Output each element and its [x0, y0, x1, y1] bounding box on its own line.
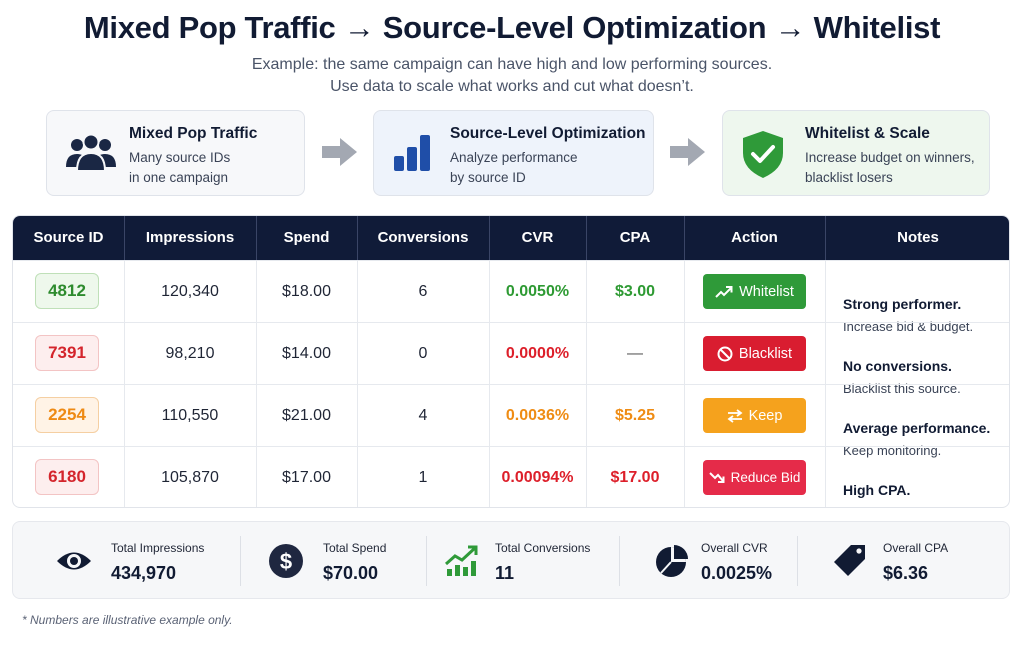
- summary-value: $6.36: [883, 563, 929, 583]
- step-description: Many source IDs: [129, 150, 231, 165]
- swap-arrows-icon: [727, 408, 743, 423]
- summary-overall-cpa: Overall CPA $6.36: [831, 522, 981, 600]
- column-header-notes: Notes: [897, 229, 939, 246]
- cvr-cell: 0.00094%: [501, 469, 574, 486]
- reduce-bid-button[interactable]: Reduce Bid: [703, 460, 806, 495]
- cpa-cell: $3.00: [614, 283, 656, 300]
- action-label: Blacklist: [738, 345, 793, 362]
- summary-label: Total Conversions: [495, 541, 591, 555]
- trend-up-icon: [443, 542, 481, 580]
- price-tag-icon: [831, 542, 869, 580]
- conversions-cell: 1: [418, 469, 428, 486]
- footnote: * Numbers are illustrative example only.: [22, 613, 233, 627]
- action-label: Reduce Bid: [730, 469, 801, 485]
- note-title: No conversions.: [843, 358, 952, 374]
- conversions-cell: 6: [418, 283, 428, 300]
- conversions-cell: 0: [418, 345, 428, 362]
- subtitle-line-2: Use data to scale what works and cut wha…: [330, 78, 694, 95]
- summary-value: $70.00: [323, 563, 379, 583]
- whitelist-button[interactable]: Whitelist: [703, 274, 806, 309]
- spend-cell: $21.00: [282, 407, 331, 424]
- cpa-cell: —: [627, 345, 643, 362]
- arrow-right-icon: [668, 133, 708, 171]
- cvr-cell: 0.0050%: [505, 283, 570, 300]
- summary-total-impressions: Total Impressions 434,970: [55, 522, 235, 600]
- note-title: High CPA.: [843, 482, 911, 498]
- cvr-cell: 0.0036%: [505, 407, 570, 424]
- step-description: Increase budget on winners,: [805, 150, 975, 165]
- summary-label: Overall CVR: [701, 541, 768, 555]
- bar-chart-icon: [390, 131, 442, 175]
- spend-cell: $18.00: [282, 283, 331, 300]
- action-label: Whitelist: [739, 283, 794, 300]
- page-subtitle: Example: the same campaign can have high…: [0, 54, 1024, 98]
- column-header-source-id: Source ID: [33, 229, 104, 246]
- source-performance-table: Source ID Impressions Spend Conversions …: [12, 215, 1010, 508]
- step-card-whitelist-scale: Whitelist & Scale Increase budget on win…: [722, 110, 990, 196]
- source-id-badge: 6180: [35, 459, 99, 495]
- spend-cell: $17.00: [282, 469, 331, 486]
- note-title: Strong performer.: [843, 296, 962, 312]
- table-row[interactable]: 4812 120,340 $18.00 6 0.0050% $3.00 Whit…: [13, 260, 1009, 334]
- users-icon: [65, 131, 117, 175]
- summary-bar: Total Impressions 434,970 $ Total Spend …: [12, 521, 1010, 599]
- table-row[interactable]: 2254 110,550 $21.00 4 0.0036% $5.25 Keep…: [13, 384, 1009, 458]
- summary-value: 11: [495, 563, 515, 583]
- dollar-coin-icon: $: [267, 542, 305, 580]
- summary-overall-cvr: Overall CVR 0.0025%: [653, 522, 803, 600]
- trend-up-icon: [715, 285, 733, 298]
- step-description: by source ID: [450, 170, 526, 185]
- column-header-impressions: Impressions: [145, 229, 235, 246]
- action-label: Keep: [748, 407, 783, 424]
- source-id-badge: 7391: [35, 335, 99, 371]
- eye-icon: [55, 542, 93, 580]
- conversions-cell: 4: [418, 407, 428, 424]
- impressions-cell: 110,550: [161, 407, 219, 424]
- summary-total-conversions: Total Conversions 11: [443, 522, 623, 600]
- step-description: blacklist losers: [805, 170, 893, 185]
- blacklist-button[interactable]: Blacklist: [703, 336, 806, 371]
- impressions-cell: 120,340: [161, 283, 219, 300]
- impressions-cell: 98,210: [165, 345, 215, 362]
- subtitle-line-1: Example: the same campaign can have high…: [251, 56, 773, 73]
- summary-total-spend: $ Total Spend $70.00: [267, 522, 437, 600]
- column-header-action: Action: [731, 229, 778, 246]
- note-detail: Lower bid or pause soon.: [843, 482, 989, 507]
- spend-cell: $14.00: [282, 345, 331, 362]
- step-title: Source-Level Optimization: [450, 125, 646, 142]
- step-title: Whitelist & Scale: [805, 125, 930, 142]
- step-description: Analyze performance: [450, 150, 578, 165]
- arrow-right-icon: [320, 133, 360, 171]
- cpa-cell: $5.25: [614, 407, 656, 424]
- summary-value: 434,970: [111, 563, 177, 583]
- step-title: Mixed Pop Traffic: [129, 125, 258, 142]
- block-icon: [717, 346, 733, 361]
- page-title: Mixed Pop Traffic → Source-Level Optimiz…: [83, 10, 941, 45]
- step-description: in one campaign: [129, 170, 229, 185]
- summary-label: Total Impressions: [111, 541, 205, 555]
- pie-chart-icon: [653, 542, 691, 580]
- table-row[interactable]: 7391 98,210 $14.00 0 0.0000% — Blacklist…: [13, 322, 1009, 396]
- step-card-source-optimization: Source-Level Optimization Analyze perfor…: [373, 110, 654, 196]
- summary-value: 0.0025%: [701, 563, 773, 583]
- table-row[interactable]: 6180 105,870 $17.00 1 0.00094% $17.00 Re…: [13, 446, 1009, 507]
- column-header-cvr: CVR: [521, 229, 554, 246]
- impressions-cell: 105,870: [161, 469, 219, 486]
- table-header: Source ID Impressions Spend Conversions …: [13, 216, 1009, 260]
- cvr-cell: 0.0000%: [505, 345, 570, 362]
- column-header-conversions: Conversions: [377, 229, 469, 246]
- shield-check-icon: [741, 131, 793, 178]
- source-id-badge: 4812: [35, 273, 99, 309]
- summary-label: Total Spend: [323, 541, 387, 555]
- column-header-spend: Spend: [283, 229, 330, 246]
- note-title: Average performance.: [843, 420, 991, 436]
- source-id-badge: 2254: [35, 397, 99, 433]
- cpa-cell: $17.00: [610, 469, 660, 486]
- svg-text:$: $: [280, 549, 292, 574]
- step-card-mixed-traffic: Mixed Pop Traffic Many source IDs in one…: [46, 110, 305, 196]
- keep-button[interactable]: Keep: [703, 398, 806, 433]
- trend-down-icon: [708, 471, 725, 483]
- column-header-cpa: CPA: [619, 229, 651, 246]
- summary-label: Overall CPA: [883, 541, 949, 555]
